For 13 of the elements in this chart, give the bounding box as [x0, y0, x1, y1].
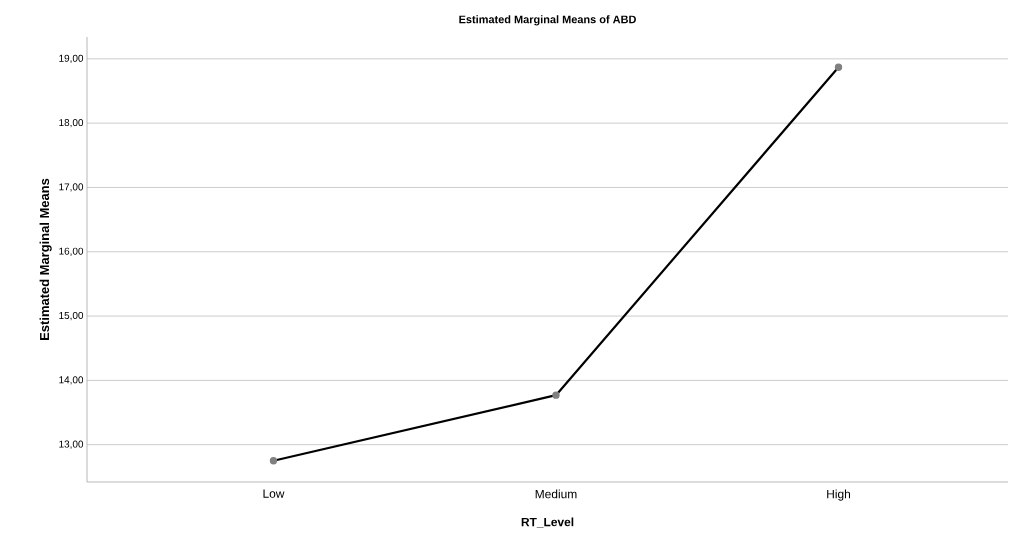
y-tick-label: 16,00 [59, 247, 84, 256]
x-tick-label: Medium [535, 489, 577, 499]
y-tick-label: 15,00 [59, 311, 84, 321]
y-tick-label: 19,00 [59, 54, 84, 63]
x-tick-label: High [827, 489, 851, 501]
y-tick-label: 18,00 [59, 119, 84, 128]
x-tick-label: Low [263, 489, 285, 498]
y-tick-label: 13,00 [59, 440, 84, 449]
y-tick-label: 17,00 [59, 183, 84, 192]
x-axis-title: RT_Level [521, 517, 574, 528]
chart-title: Estimated Marginal Means of ABD [459, 15, 636, 26]
y-axis-title: Estimated Marginal Means [39, 178, 52, 340]
y-tick-label: 14,00 [59, 376, 84, 385]
